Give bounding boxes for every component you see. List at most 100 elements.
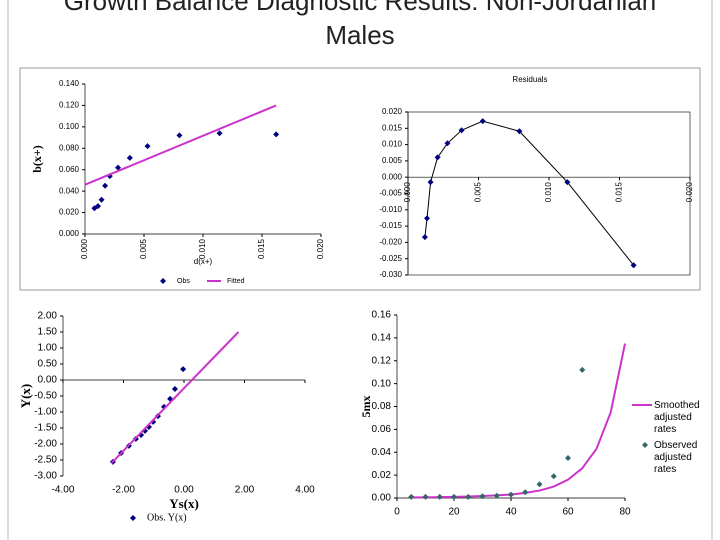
chart-title: Residuals — [512, 75, 547, 84]
y-tick-label: 0.00 — [38, 375, 58, 386]
data-point — [458, 127, 465, 134]
x-axis-label: Ys(x) — [169, 496, 199, 511]
data-point — [94, 203, 101, 210]
legend-label: Obs — [177, 278, 190, 285]
y-axis-label: 5mx — [359, 396, 373, 418]
y-axis-label: b(x+) — [30, 145, 44, 173]
x-tick-label: 0.005 — [474, 182, 483, 203]
x-tick-label: 0.005 — [139, 238, 148, 259]
top-frame — [19, 67, 701, 291]
y-tick-label: 0.12 — [372, 355, 392, 366]
x-tick-label: 4.00 — [295, 485, 315, 496]
y-tick-label: -2.50 — [34, 455, 57, 466]
data-point — [171, 385, 178, 392]
y-tick-label: -0.010 — [379, 205, 402, 214]
y-tick-label: 0.02 — [372, 470, 392, 481]
data-point — [550, 473, 557, 480]
y-tick-label: 0.50 — [38, 359, 58, 370]
x-tick-label: 20 — [448, 507, 460, 518]
data-point — [436, 493, 443, 500]
data-point — [465, 493, 472, 500]
y-tick-label: 0.010 — [382, 140, 403, 149]
x-tick-label: 60 — [562, 507, 574, 518]
y-axis-label: Y(x) — [18, 384, 33, 409]
y-tick-label: 0.020 — [59, 208, 80, 217]
series-line — [424, 120, 634, 266]
data-point — [216, 130, 223, 137]
x-tick-label: 0.015 — [615, 182, 624, 203]
legend-swatch — [642, 442, 648, 448]
legend-label: Fitted — [227, 278, 245, 285]
series-line — [110, 331, 240, 464]
data-point — [522, 489, 529, 496]
legend-label: Obs. Y(x) — [147, 512, 187, 523]
slide-title: Growth Balance Diagnostic Results: Non-J… — [63, 0, 657, 50]
y-tick-label: -0.020 — [379, 238, 402, 247]
data-point — [102, 182, 109, 189]
legend-word: rates — [654, 424, 676, 435]
data-point — [98, 196, 105, 203]
y-tick-label: 1.50 — [38, 327, 58, 338]
x-tick-label: 80 — [619, 507, 631, 518]
legend-word: rates — [654, 464, 676, 475]
x-tick-label: 0.00 — [174, 485, 194, 496]
x-tick-label: 0.020 — [316, 238, 325, 259]
data-point — [421, 234, 428, 241]
data-point — [444, 140, 451, 147]
legend-label: Smoothed adjusted rates — [654, 400, 700, 435]
data-point — [422, 493, 429, 500]
legend-swatch — [160, 278, 166, 284]
y-tick-label: 0.020 — [382, 107, 403, 116]
y-tick-label: 0.06 — [372, 424, 392, 435]
data-point — [516, 128, 523, 135]
data-point — [493, 492, 500, 499]
legend-word: Observed — [654, 440, 697, 451]
x-tick-label: -4.00 — [52, 485, 75, 496]
x-tick-label: 0.000 — [403, 182, 412, 203]
y-tick-label: 0.16 — [372, 310, 392, 321]
x-tick-label: 2.00 — [235, 485, 255, 496]
data-point — [180, 366, 187, 373]
y-tick-label: -2.00 — [34, 439, 57, 450]
series-line — [84, 104, 277, 186]
data-point — [273, 131, 280, 138]
y-tick-label: 0.10 — [372, 378, 392, 389]
y-tick-label: 0.120 — [59, 101, 80, 110]
y-tick-label: -3.00 — [34, 471, 57, 482]
data-point — [479, 493, 486, 500]
data-point — [176, 132, 183, 139]
legend-swatch — [130, 515, 136, 521]
data-point — [115, 164, 122, 171]
y-tick-label: -1.50 — [34, 423, 57, 434]
y-tick-label: 0.080 — [59, 143, 80, 152]
data-point — [536, 481, 543, 488]
data-point — [508, 491, 514, 498]
y-tick-label: 1.00 — [38, 343, 58, 354]
chart: 0.00 0.02 0.04 0.06 0.08 0.10 0.12 0.14 0.16 0 20 4… — [359, 310, 700, 518]
x-tick-label: 0 — [394, 507, 400, 518]
y-tick-label: 0.04 — [372, 447, 392, 458]
data-point — [434, 154, 441, 161]
x-tick-label: 0.015 — [257, 238, 266, 259]
y-tick-label: -0.50 — [34, 391, 57, 402]
y-tick-label: 0.140 — [59, 79, 80, 88]
x-tick-label: -2.00 — [112, 485, 135, 496]
y-tick-label: 2.00 — [38, 311, 58, 322]
y-tick-label: 0.060 — [59, 165, 80, 174]
data-point — [579, 366, 586, 373]
x-tick-label: 40 — [505, 507, 517, 518]
y-tick-label: 0.14 — [372, 333, 392, 344]
y-tick-label: 0.000 — [59, 229, 80, 238]
data-point — [144, 143, 151, 150]
y-tick-label: -0.015 — [379, 221, 402, 230]
y-tick-label: 0.005 — [382, 156, 403, 165]
legend-word: Smoothed — [654, 400, 700, 411]
data-point — [565, 454, 571, 461]
x-tick-label: 0.010 — [544, 182, 553, 203]
data-point — [451, 493, 457, 500]
y-tick-label: 0.015 — [382, 123, 403, 132]
y-tick-label: -0.025 — [379, 254, 402, 263]
y-tick-label: 0.040 — [59, 186, 80, 195]
data-point — [424, 215, 431, 222]
